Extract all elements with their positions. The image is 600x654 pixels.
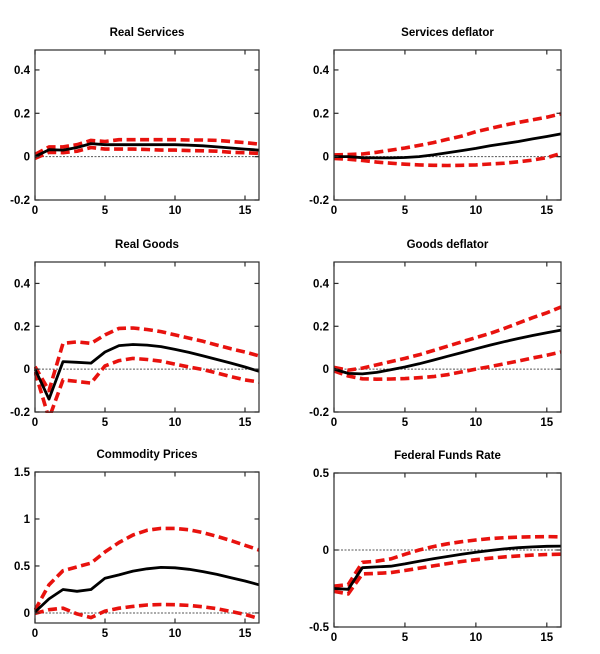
svg-text:0.5: 0.5 [313,468,330,480]
svg-text:15: 15 [540,417,553,429]
svg-text:0: 0 [331,417,337,429]
services-deflator-plot: 0 5 10 15-0.200.20.4 [309,49,562,217]
svg-text:10: 10 [169,628,182,640]
svg-text:5: 5 [102,417,109,429]
federal-funds-rate-plot: 0 5 10 15-0.500.5 [309,468,562,644]
svg-text:15: 15 [239,205,252,217]
svg-text:10: 10 [169,205,182,217]
svg-text:0.2: 0.2 [313,108,329,120]
svg-text:5: 5 [402,632,409,644]
svg-text:0.4: 0.4 [313,278,330,290]
svg-text:10: 10 [469,205,482,217]
svg-text:-0.2: -0.2 [309,407,329,419]
svg-text:0.5: 0.5 [14,561,31,573]
svg-text:0.2: 0.2 [14,321,30,333]
svg-text:-0.2: -0.2 [309,195,329,207]
subplot-title-services-deflator: Services deflator [401,27,494,39]
svg-text:0: 0 [323,545,329,557]
svg-text:0.2: 0.2 [313,321,329,333]
svg-text:5: 5 [102,628,109,640]
svg-text:0: 0 [331,632,337,644]
svg-text:0.4: 0.4 [313,65,330,77]
svg-text:0: 0 [24,152,30,164]
svg-text:-0.2: -0.2 [10,407,30,419]
svg-text:0: 0 [323,364,329,376]
real-goods-plot: 0 5 10 15-0.200.20.4 [10,261,260,429]
svg-text:15: 15 [540,632,553,644]
svg-text:10: 10 [469,417,482,429]
svg-text:15: 15 [239,628,252,640]
subplot-federal-funds-rate: Federal Funds Rate 0 5 10 15 -0.5 0 0.5 [300,434,600,654]
svg-text:5: 5 [402,205,409,217]
subplot-real-goods: Real Goods 0 5 10 15 -0.2 0 0.2 0.4 [0,218,300,434]
subplot-title-real-goods: Real Goods [115,239,179,251]
svg-text:15: 15 [239,417,252,429]
svg-text:0: 0 [24,364,30,376]
svg-text:10: 10 [169,417,182,429]
subplot-services-deflator: Services deflator 0 5 10 15 -0.2 0 0.2 0.4 [300,0,600,218]
svg-text:0: 0 [32,628,38,640]
svg-text:0: 0 [331,205,337,217]
subplot-commodity-prices: Commodity Prices 0 5 10 15 0 0.5 1 1.5 [0,434,300,654]
svg-text:0.2: 0.2 [14,108,30,120]
goods-deflator-plot: 0 5 10 15-0.200.20.4 [309,261,562,429]
commodity-prices-plot: 0 5 10 15 0 0.5 1 1.5 [14,467,260,640]
svg-text:1.5: 1.5 [14,467,31,479]
subplot-title-real-services: Real Services [109,27,185,39]
svg-text:0.4: 0.4 [14,65,31,77]
svg-text:10: 10 [469,632,482,644]
subplot-goods-deflator: Goods deflator 0 5 10 15 -0.2 0 0.2 0.4 [300,218,600,434]
svg-text:5: 5 [402,417,409,429]
real-services-plot: 0 5 10 15-0.200.20.4 [10,49,260,217]
svg-text:-0.2: -0.2 [10,195,30,207]
svg-text:0: 0 [32,205,38,217]
subplot-title-goods-deflator: Goods deflator [406,239,489,251]
subplot-title-commodity-prices: Commodity Prices [96,449,198,461]
subplot-real-services: Real Services 0 5 10 15 -0.2 0 0.2 0.4 [0,0,300,218]
svg-text:1: 1 [24,514,31,526]
svg-text:15: 15 [540,205,553,217]
svg-text:0: 0 [24,608,30,620]
svg-text:0.4: 0.4 [14,278,31,290]
subplot-title-federal-funds-rate: Federal Funds Rate [394,450,501,462]
svg-text:5: 5 [102,205,109,217]
svg-text:0: 0 [32,417,38,429]
svg-text:-0.5: -0.5 [309,622,329,634]
svg-text:0: 0 [323,152,329,164]
